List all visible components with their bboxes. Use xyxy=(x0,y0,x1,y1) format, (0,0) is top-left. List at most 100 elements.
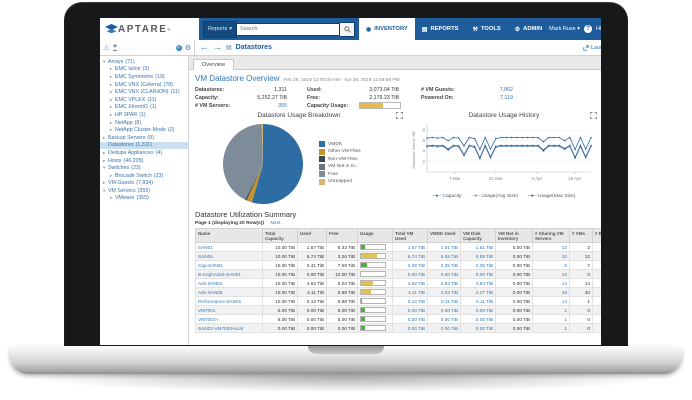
value-cell[interactable]: 0.00 TiB xyxy=(460,305,496,315)
pie-slice-unmapped[interactable] xyxy=(261,124,263,164)
value-cell[interactable]: 1.67 TiB xyxy=(392,242,428,252)
value-cell[interactable]: 2.39 TiB xyxy=(392,260,428,270)
value-cell[interactable]: 1 xyxy=(532,323,570,333)
value-cell[interactable]: 1 xyxy=(532,305,570,315)
table-row[interactable]: VM7001 5.00 TiB 0.00 TiB 5.00 TiB 0.00 TiB 0.… xyxy=(195,305,601,315)
sidebar-item[interactable]: ▸ NetApp Cluster-Mode (2) xyxy=(100,126,188,134)
column-header[interactable]: Name xyxy=(195,228,263,243)
quick-link[interactable]: Launch xyxy=(583,45,601,51)
value-cell[interactable]: 0.00 TiB xyxy=(460,269,496,279)
search-input[interactable] xyxy=(237,22,341,36)
table-row[interactable]: B-CephAdv5-SAN01 10.00 TiB 0.00 TiB 10.00 T… xyxy=(195,269,601,279)
sidebar-item[interactable]: ▸ HP 3PAR (1) xyxy=(100,111,188,119)
sidebar-item[interactable]: ▾ Switches (23) xyxy=(100,164,188,172)
sidebar-item[interactable]: ▾ VM Servers (355) xyxy=(100,187,188,195)
stat-value[interactable]: 7,862 xyxy=(499,87,513,93)
value-cell[interactable]: 4.83 TiB xyxy=(460,278,496,288)
forward-arrow-icon[interactable]: → xyxy=(213,42,222,52)
value-cell[interactable]: 1 xyxy=(532,314,570,324)
column-header[interactable]: Free xyxy=(326,228,358,243)
datastore-name-cell[interactable]: SAN05 xyxy=(195,251,263,261)
value-cell[interactable]: 6.74 TiB xyxy=(392,251,428,261)
column-header[interactable]: Total Capacity xyxy=(262,228,298,243)
value-cell[interactable]: 12 xyxy=(592,269,601,279)
value-cell[interactable]: 0.00 TiB xyxy=(460,314,496,324)
value-cell[interactable]: 4.11 TiB xyxy=(392,287,428,297)
value-cell[interactable]: 0.00 TiB xyxy=(460,323,496,333)
gear-icon[interactable]: ⚙ xyxy=(184,44,191,52)
next-page-link[interactable]: Next xyxy=(270,221,281,226)
sidebar-item[interactable]: ▸ Brocade Switch (23) xyxy=(100,172,188,180)
table-row[interactable]: SAN02-VM7003-local 0.00 TiB 0.00 TiB 0.00 T… xyxy=(195,323,601,333)
value-cell[interactable]: 0.00 TiB xyxy=(392,305,428,315)
value-cell[interactable]: 18 xyxy=(532,287,570,297)
column-header[interactable]: Usage xyxy=(357,228,393,243)
sidebar-item[interactable]: ▸ EMC Isilon (3) xyxy=(100,66,188,74)
value-cell[interactable]: 4.03 TiB xyxy=(427,287,461,297)
expand-icon[interactable] xyxy=(590,112,597,121)
value-cell[interactable]: 10 xyxy=(532,251,570,261)
table-row[interactable]: SAN05 10.00 TiB 6.74 TiB 3.26 TiB 6.74 TiB 6.… xyxy=(195,251,601,261)
sidebar-item[interactable]: ▸ EMC XtremIO (1) xyxy=(100,104,188,112)
user-menu[interactable]: Mark Ruse ▾ xyxy=(549,26,580,32)
value-cell[interactable]: 1 xyxy=(592,323,601,333)
datastore-name-cell[interactable]: VM7003-I xyxy=(195,314,263,324)
pie-slice-non-vm-files[interactable] xyxy=(245,164,263,201)
pie-slice-vm-not-in-in-[interactable] xyxy=(244,164,263,200)
value-cell[interactable]: 0.00 TiB xyxy=(427,314,461,324)
column-header[interactable]: VM Disk Capacity xyxy=(460,228,496,243)
value-cell[interactable]: 14 xyxy=(592,296,601,306)
value-cell[interactable]: 10 xyxy=(592,251,601,261)
datastore-name-cell[interactable]: SAN02-VM7003-local xyxy=(195,323,263,333)
datastore-name-cell[interactable]: B-CephAdv5-SAN01 xyxy=(195,269,263,279)
value-cell[interactable]: 14 xyxy=(532,296,570,306)
tab-overview[interactable]: Overview xyxy=(193,59,234,70)
nav-tab-inventory[interactable]: ◉ INVENTORY xyxy=(359,18,415,40)
sidebar-item[interactable]: ▸ VMware (355) xyxy=(100,195,188,203)
value-cell[interactable]: 4.83 TiB xyxy=(427,278,461,288)
nav-tab-admin[interactable]: ⚙ ADMIN xyxy=(508,18,549,40)
value-cell[interactable]: 1 xyxy=(592,305,601,315)
value-cell[interactable]: 6.59 TiB xyxy=(427,251,461,261)
datastore-name-cell[interactable]: VM7001 xyxy=(195,305,263,315)
stat-value[interactable]: 355 xyxy=(278,102,287,109)
datastore-name-cell[interactable]: Adv-SAN04 xyxy=(195,278,263,288)
search-scope-dropdown[interactable]: Reports ▾ xyxy=(203,20,238,38)
sidebar-item[interactable]: ▸ NetApp (8) xyxy=(100,119,188,127)
expand-icon[interactable] xyxy=(396,112,403,121)
value-cell[interactable]: 4.27 TiB xyxy=(460,287,496,297)
help-label[interactable]: HELP xyxy=(596,26,601,32)
value-cell[interactable]: 0.00 TiB xyxy=(392,269,428,279)
value-cell[interactable]: 18 xyxy=(592,287,601,297)
sidebar-item[interactable]: ▸ VM Guests (7,834) xyxy=(100,180,188,188)
value-cell[interactable]: 1.61 TiB xyxy=(427,242,461,252)
value-cell[interactable]: 0.00 TiB xyxy=(392,314,428,324)
column-header[interactable]: VM Not in Inventory xyxy=(495,228,533,243)
value-cell[interactable]: 6 xyxy=(532,260,570,270)
value-cell[interactable]: 1 xyxy=(592,314,601,324)
value-cell[interactable]: 0.00 TiB xyxy=(427,305,461,315)
sidebar-item[interactable]: ▸ Hosts (46,205) xyxy=(100,157,188,165)
value-cell[interactable]: 12 xyxy=(532,269,570,279)
value-cell[interactable]: 2.35 TiB xyxy=(427,260,461,270)
value-cell[interactable]: 0.11 TiB xyxy=(460,296,496,306)
column-header[interactable]: # VMs xyxy=(569,228,593,243)
value-cell[interactable]: 6.59 TiB xyxy=(460,251,496,261)
sidebar-item[interactable]: ▸ EMC VNX (Celerra) (78) xyxy=(100,81,188,89)
user-icon[interactable] xyxy=(112,44,118,51)
alerts-icon[interactable]: ⚠ xyxy=(103,44,110,52)
value-cell[interactable]: 6 xyxy=(592,260,601,270)
column-header[interactable]: VMDK Used xyxy=(427,228,461,243)
nav-tab-tools[interactable]: ⚒ TOOLS xyxy=(465,18,507,40)
datastore-name-cell[interactable]: SAN01 xyxy=(195,242,263,252)
sidebar-item[interactable]: ▸ Backup Servers (9) xyxy=(100,134,188,142)
value-cell[interactable]: 0.12 TiB xyxy=(392,296,428,306)
datastore-name-cell[interactable]: Adv-SAN05 xyxy=(195,287,263,297)
column-header[interactable]: # Sharing VM Servers xyxy=(532,228,570,243)
pie-slice-vmdk[interactable] xyxy=(251,124,304,204)
datastore-name-cell[interactable]: Cap-SAN01 xyxy=(195,260,263,270)
value-cell[interactable]: 0.00 TiB xyxy=(392,323,428,333)
pie-slice-free[interactable] xyxy=(222,124,263,200)
sidebar-item[interactable]: Datastores (1,311) xyxy=(100,141,188,150)
value-cell[interactable]: 0.00 TiB xyxy=(427,323,461,333)
